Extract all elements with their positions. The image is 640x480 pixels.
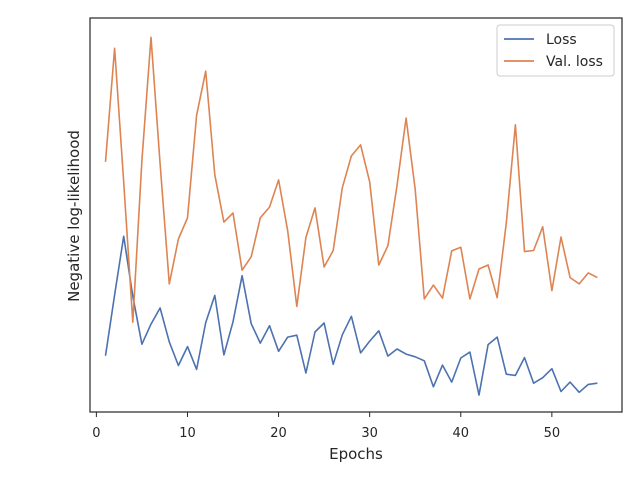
legend-box [496, 24, 615, 77]
series-line-val-loss [104, 36, 598, 324]
legend-label-val-loss: Val. loss [546, 54, 603, 70]
y-axis-label: Negative log-likelihood [65, 130, 83, 302]
x-axis-label: Epochs [329, 445, 383, 463]
x-tick-label: 10 [179, 426, 196, 441]
series-line-loss [104, 235, 598, 396]
x-tick-label: 0 [92, 426, 100, 441]
series-lines [104, 36, 598, 396]
x-tick-label: 20 [270, 426, 287, 441]
x-axis-ticks: 0 10 20 30 40 50 [92, 412, 560, 441]
x-tick-label: 50 [544, 426, 561, 441]
x-tick-label: 40 [452, 426, 469, 441]
x-tick-label: 30 [361, 426, 378, 441]
legend: Loss Val. loss [496, 24, 615, 77]
legend-label-loss: Loss [546, 32, 577, 48]
plot-frame [89, 17, 623, 413]
